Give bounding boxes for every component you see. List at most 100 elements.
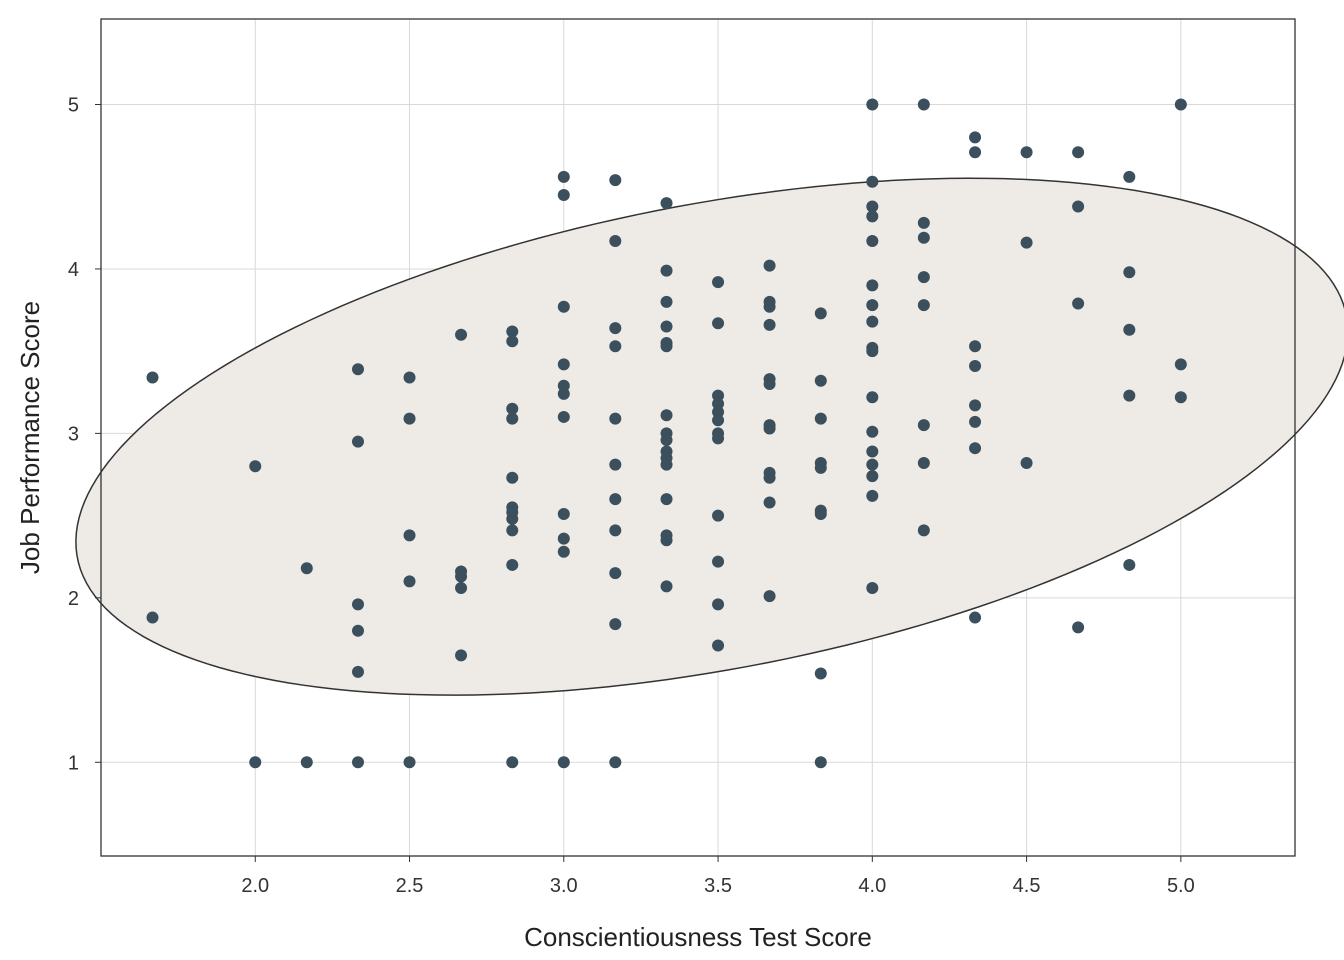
data-point	[866, 445, 879, 458]
data-point	[506, 402, 519, 415]
data-point	[506, 471, 519, 484]
data-point	[712, 317, 725, 330]
data-point	[660, 458, 673, 471]
data-point	[557, 170, 570, 183]
data-point	[866, 345, 879, 358]
data-point	[917, 419, 930, 432]
data-point	[866, 489, 879, 502]
data-point	[866, 234, 879, 247]
data-point	[557, 545, 570, 558]
data-point	[866, 425, 879, 438]
data-point	[814, 461, 827, 474]
data-point	[814, 374, 827, 387]
data-point	[1123, 389, 1136, 402]
data-point	[917, 271, 930, 284]
data-point	[1020, 456, 1033, 469]
data-point	[969, 340, 982, 353]
data-point	[557, 188, 570, 201]
data-point	[660, 409, 673, 422]
y-tick-label: 5	[68, 95, 79, 117]
data-point	[866, 279, 879, 292]
data-point	[557, 379, 570, 392]
data-point	[866, 458, 879, 471]
data-point	[1123, 323, 1136, 336]
data-point	[609, 174, 622, 187]
data-point	[969, 611, 982, 624]
data-point	[609, 493, 622, 506]
data-point	[455, 328, 468, 341]
data-point	[1123, 558, 1136, 571]
data-point	[557, 387, 570, 400]
y-axis-ticks: 1 2 3 4 5	[68, 95, 101, 774]
data-point	[352, 363, 364, 376]
data-point	[403, 575, 416, 588]
data-point	[146, 371, 159, 384]
data-point	[763, 496, 776, 509]
data-point	[712, 276, 725, 289]
data-point	[1174, 358, 1187, 371]
data-point	[609, 567, 622, 580]
data-point	[403, 756, 416, 769]
data-point	[660, 197, 673, 210]
data-point	[712, 414, 725, 427]
data-point	[609, 756, 622, 769]
data-point	[712, 432, 725, 445]
data-point	[249, 756, 262, 769]
data-point	[712, 509, 725, 522]
data-point	[1020, 236, 1033, 249]
x-tick-label: 2.5	[396, 875, 424, 897]
data-point	[814, 412, 827, 425]
data-point	[609, 458, 622, 471]
data-ellipse	[75, 177, 1344, 696]
data-point	[1123, 266, 1136, 279]
x-tick-label: 3.5	[704, 875, 732, 897]
data-point	[1072, 297, 1085, 310]
data-point	[455, 570, 468, 583]
data-point	[609, 412, 622, 425]
data-point	[660, 295, 673, 308]
x-axis-ticks: 2.0 2.5 3.0 3.5 4.0 4.5 5.0	[241, 856, 1195, 897]
data-point	[763, 378, 776, 391]
data-point	[609, 524, 622, 537]
data-point	[660, 433, 673, 446]
data-point	[609, 234, 622, 247]
data-point	[917, 98, 930, 111]
data-point	[814, 756, 827, 769]
data-point	[866, 175, 879, 188]
data-point	[506, 558, 519, 571]
data-point	[866, 581, 879, 594]
data-point	[712, 598, 725, 611]
data-point	[763, 422, 776, 435]
data-point	[403, 371, 416, 384]
y-tick-label: 1	[68, 752, 79, 774]
data-point	[352, 756, 364, 769]
data-point	[712, 389, 725, 402]
data-point	[1123, 170, 1136, 183]
data-point	[763, 471, 776, 484]
data-point	[557, 507, 570, 520]
data-point	[506, 512, 519, 525]
x-tick-label: 2.0	[241, 875, 269, 897]
data-point	[352, 665, 364, 678]
data-point	[609, 322, 622, 335]
data-point	[1072, 621, 1085, 634]
plot-panel-border	[100, 18, 1296, 857]
data-point	[712, 397, 725, 410]
data-point	[917, 524, 930, 537]
data-point	[1072, 200, 1085, 213]
data-point	[660, 320, 673, 333]
data-point	[814, 667, 827, 680]
x-tick-label: 3.0	[550, 875, 578, 897]
data-point	[506, 412, 519, 425]
data-point	[557, 756, 570, 769]
data-point	[660, 493, 673, 506]
data-point	[352, 598, 364, 611]
y-tick-label: 3	[68, 423, 79, 445]
data-point	[969, 146, 982, 159]
data-point	[763, 259, 776, 272]
data-point	[557, 358, 570, 371]
data-point	[969, 415, 982, 428]
data-point	[506, 756, 519, 769]
data-point	[1174, 98, 1187, 111]
